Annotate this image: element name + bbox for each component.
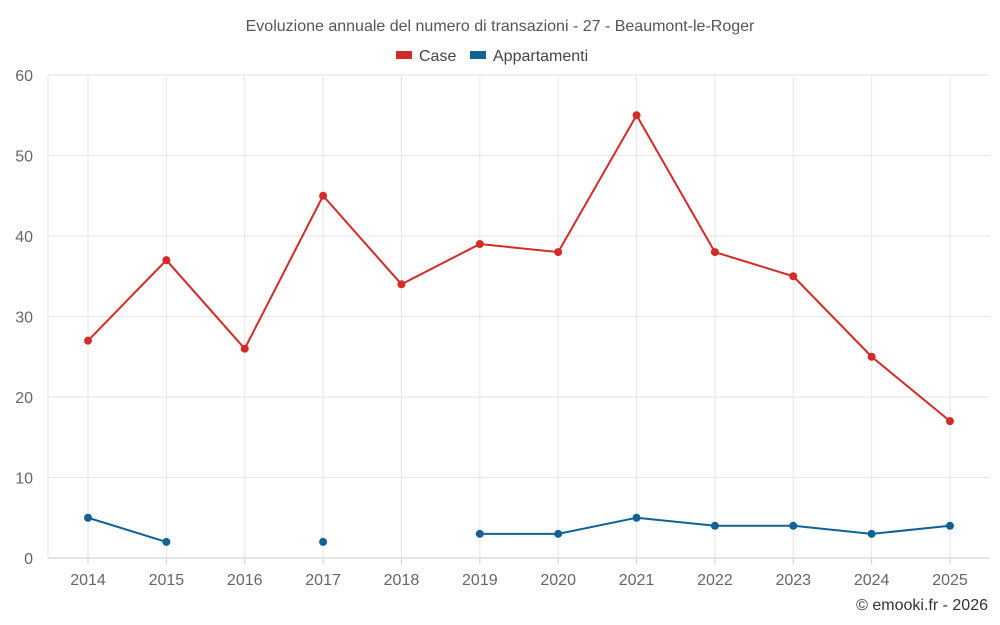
y-axis-ticks: 0 10 20 30 40 50 60	[15, 68, 33, 568]
data-point-appartamenti[interactable]	[789, 521, 798, 530]
data-point-case[interactable]	[397, 280, 406, 289]
data-point-case[interactable]	[632, 111, 641, 120]
y-tick-label: 40	[15, 229, 33, 246]
series	[84, 111, 954, 546]
data-point-case[interactable]	[946, 417, 954, 426]
data-point-appartamenti[interactable]	[710, 521, 719, 530]
x-tick-label: 2024	[854, 572, 890, 589]
chart-title: Evoluzione annuale del numero di transaz…	[246, 18, 755, 35]
x-tick-label: 2020	[540, 572, 576, 589]
data-point-appartamenti[interactable]	[554, 529, 563, 538]
data-point-case[interactable]	[789, 272, 798, 281]
data-point-case[interactable]	[162, 256, 171, 265]
x-tick-label: 2016	[227, 572, 263, 589]
y-tick-label: 10	[15, 471, 33, 488]
legend-swatch-case[interactable]	[396, 51, 412, 59]
x-tick-label: 2023	[775, 572, 811, 589]
data-point-case[interactable]	[710, 248, 719, 257]
data-point-appartamenti[interactable]	[867, 529, 876, 538]
y-tick-label: 50	[15, 149, 33, 166]
data-point-appartamenti[interactable]	[162, 537, 171, 546]
y-tick-label: 0	[24, 551, 33, 568]
data-point-case[interactable]	[240, 344, 249, 353]
x-axis-ticks: 2014 2015 2016 2017 2018 2019 2020 2021 2022 2023…	[70, 572, 968, 589]
grid	[47, 74, 990, 564]
data-point-case[interactable]	[554, 248, 563, 257]
legend: Case Appartamenti	[396, 48, 588, 65]
data-point-case[interactable]	[84, 336, 92, 345]
series-line-case	[87, 113, 951, 422]
y-tick-label: 60	[15, 68, 33, 85]
credit-text: © emooki.fr - 2026	[856, 597, 988, 614]
data-point-case[interactable]	[867, 352, 876, 361]
data-point-case[interactable]	[475, 240, 484, 249]
legend-label-appartamenti[interactable]: Appartamenti	[493, 48, 588, 65]
legend-label-case[interactable]: Case	[419, 48, 456, 65]
data-point-appartamenti[interactable]	[475, 529, 484, 538]
legend-swatch-appartamenti[interactable]	[470, 51, 486, 59]
x-tick-label: 2021	[619, 572, 655, 589]
y-tick-label: 20	[15, 390, 33, 407]
data-point-appartamenti[interactable]	[632, 513, 641, 522]
series-line-appartamenti	[87, 516, 167, 543]
data-point-appartamenti[interactable]	[84, 513, 92, 522]
data-point-case[interactable]	[319, 191, 328, 200]
x-tick-label: 2014	[70, 572, 106, 589]
y-tick-label: 30	[15, 310, 33, 327]
x-tick-label: 2022	[697, 572, 733, 589]
data-point-appartamenti[interactable]	[946, 521, 954, 530]
x-tick-label: 2015	[149, 572, 185, 589]
x-tick-label: 2017	[305, 572, 341, 589]
x-tick-label: 2019	[462, 572, 498, 589]
x-tick-label: 2025	[932, 572, 968, 589]
x-tick-label: 2018	[384, 572, 420, 589]
data-point-appartamenti[interactable]	[319, 537, 328, 546]
